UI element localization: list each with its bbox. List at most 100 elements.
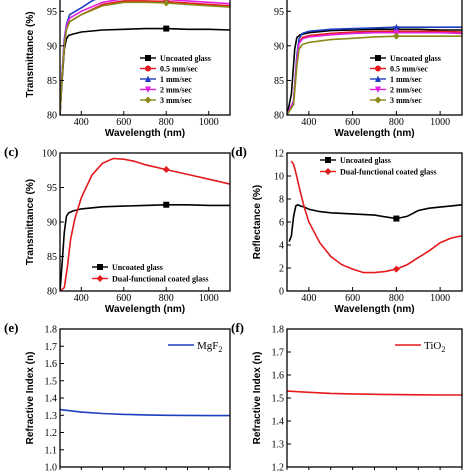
x-tick-label: 1000 (199, 117, 219, 128)
x-tick-label: 400 (74, 293, 89, 304)
legend-marker (324, 168, 332, 175)
legend-label: TiO2 (424, 340, 445, 354)
legend-marker (96, 275, 104, 282)
legend-label: 1 mm/sec (390, 75, 422, 84)
y-tick-label: 6 (279, 218, 284, 229)
chart-panel-f: 1.2 1.3 1.4 1.5 1.6 1.7 1.8 Refractive Index (n… (231, 320, 463, 474)
y-tick-label: 90 (47, 41, 57, 52)
legend-label: 2 mm/sec (160, 86, 192, 95)
y-axis-label: Reflectance (%) (252, 185, 263, 259)
legend-marker (144, 96, 152, 104)
x-axis-label: Wavelength (nm) (105, 304, 185, 315)
y-tick-label: 80 (47, 111, 57, 122)
y-axis-label: Refractive Index (n) (252, 352, 263, 445)
data-point (162, 0, 170, 7)
chart-panel-e: 1.0 1.1 1.2 1.3 1.4 1.5 1.6 1.7 1.8 Refractive In… (4, 320, 231, 474)
y-tick-label: 100 (42, 149, 57, 160)
series-line-b-3 (287, 31, 462, 115)
x-tick-label: 600 (116, 117, 131, 128)
y-tick-label: 8 (279, 195, 284, 206)
legend-marker (374, 96, 382, 104)
legend-label: 0.5 mm/sec (160, 65, 198, 74)
series-line-c-0 (60, 204, 230, 291)
x-tick-label: 400 (74, 117, 89, 128)
x-tick-label: 400 (301, 293, 316, 304)
y-tick-label: 1.5 (272, 394, 285, 405)
plot-area (288, 160, 462, 274)
y-tick-label: 1.8 (272, 325, 285, 336)
series-line-b-2 (287, 26, 462, 115)
legend-marker (145, 75, 151, 82)
legend-label: Uncoated glass (390, 54, 441, 63)
chart-panel-d: 0 2 4 6 8 10 12 400 600 800 1000 Wavelength (nm) Ref… (231, 144, 463, 315)
y-tick-label: 1.3 (272, 440, 285, 451)
panel-label: (c) (4, 144, 18, 159)
data-point (163, 25, 170, 32)
y-tick-label: 1.5 (45, 376, 58, 387)
y-axis-label: Refractive Index (n) (25, 352, 36, 445)
x-tick-label: 800 (389, 117, 404, 128)
legend-label: MgF2 (197, 340, 222, 354)
data-point (393, 215, 400, 222)
y-tick-label: 12 (274, 149, 284, 160)
y-axis-label: Transmittance (%) (25, 179, 36, 265)
y-tick-label: 85 (274, 76, 284, 87)
legend-label: Dual-functional coated glass (340, 168, 436, 177)
legend-label: Uncoated glass (112, 263, 163, 272)
y-tick-label: 80 (274, 111, 284, 122)
y-tick-label: 95 (47, 183, 57, 194)
series-line-a-4 (60, 1, 230, 115)
legend-marker (375, 55, 381, 61)
y-tick-label: 1.6 (272, 371, 285, 382)
series-line-b-0 (287, 28, 462, 115)
x-tick-label: 1000 (430, 293, 450, 304)
series-line-d-0 (288, 203, 462, 242)
legend-marker (97, 264, 103, 270)
series-line-d-1 (290, 160, 462, 274)
data-point (393, 23, 400, 31)
x-axis-label: Wavelength (nm) (334, 128, 414, 139)
series-line-c-1 (60, 157, 230, 291)
legend-marker (145, 65, 151, 72)
legend-label: 2 mm/sec (390, 86, 422, 95)
plot-area (60, 157, 230, 291)
legend-marker (375, 75, 381, 82)
legend-subscript: 2 (218, 345, 222, 354)
plot-frame (59, 0, 231, 116)
y-tick-label: 10 (274, 172, 284, 183)
data-point (162, 166, 170, 174)
series-line-e-0 (60, 408, 230, 417)
legend-marker (375, 65, 381, 72)
chart-panel-a: 80 85 90 95 400 600 800 1000 Wavelength (nm) Tran… (25, 0, 231, 139)
chart-panel-c: 80 85 90 95 100 400 600 800 1000 Wavelength (nm) T… (4, 144, 231, 315)
y-tick-label: 85 (47, 252, 57, 263)
y-axis-label: Transmittance (%) (25, 11, 36, 97)
x-tick-label: 1000 (199, 293, 219, 304)
y-tick-label: 4 (279, 241, 284, 252)
series-line-b-1 (287, 30, 462, 115)
legend-marker (375, 86, 381, 93)
legend-marker (145, 55, 151, 61)
plot-area (287, 23, 462, 115)
y-tick-label: 1.2 (272, 463, 285, 474)
x-axis-label: Wavelength (nm) (334, 304, 414, 315)
series-line-f-0 (287, 390, 462, 396)
panel-label: (d) (231, 144, 247, 159)
y-tick-label: 95 (274, 7, 284, 18)
legend-subscript: 2 (441, 345, 445, 354)
plot-area (60, 408, 230, 417)
y-tick-label: 90 (274, 41, 284, 52)
y-tick-label: 1.6 (45, 359, 58, 370)
y-tick-label: 1.1 (45, 445, 58, 456)
plot-frame (286, 0, 463, 116)
legend-label: Dual-functional coated glass (112, 275, 208, 284)
legend-label: 0.5 mm/sec (390, 65, 428, 74)
series-line-a-0 (60, 27, 230, 115)
plot-area (60, 0, 230, 115)
panel-label: (f) (231, 320, 244, 335)
legend-label: 3 mm/sec (390, 96, 422, 105)
y-tick-label: 95 (47, 7, 57, 18)
y-tick-label: 85 (47, 76, 57, 87)
y-tick-label: 2 (279, 264, 284, 275)
